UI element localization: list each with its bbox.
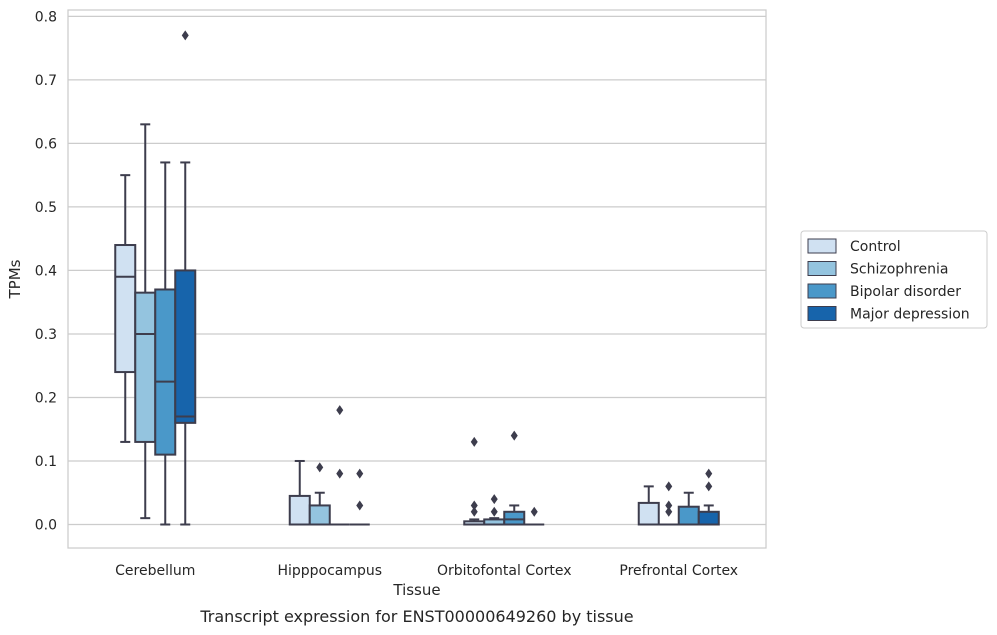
box (134, 291, 157, 443)
legend-label: Control (850, 239, 901, 255)
outlier-point (490, 506, 498, 517)
outlier-point (665, 481, 673, 492)
legend-label: Major depression (850, 307, 970, 323)
box (154, 288, 177, 456)
outlier-point (705, 481, 713, 492)
y-tick-label: 0.2 (35, 390, 57, 406)
outlier-point (510, 430, 518, 441)
box (174, 269, 197, 424)
legend-swatch (807, 306, 837, 321)
box (677, 505, 700, 526)
y-tick-label: 0.1 (35, 454, 57, 470)
outlier-point (530, 506, 538, 517)
y-axis-ticks: 0.0 0.1 0.2 0.3 0.4 0.5 0.6 0.7 0.8 (35, 9, 57, 533)
y-axis-label: TPMs (6, 259, 24, 299)
x-tick-label: Prefrontal Cortex (619, 563, 738, 579)
plot-background (68, 10, 766, 548)
outlier-point (665, 506, 673, 517)
box-3-3 (697, 468, 720, 526)
outlier-point (470, 500, 478, 511)
box-2-3 (524, 506, 545, 526)
y-tick-label: 0.0 (35, 517, 57, 533)
legend-swatch (807, 283, 837, 299)
outlier-point (336, 405, 344, 416)
box-1-2 (329, 405, 350, 526)
box-2-0 (463, 436, 486, 526)
box-0-3 (174, 30, 197, 526)
box-2-1 (483, 494, 506, 526)
y-tick-label: 0.3 (35, 327, 57, 343)
box (288, 494, 311, 526)
x-tick-label: Orbitofontal Cortex (437, 563, 572, 579)
box-groups (114, 30, 720, 526)
box (503, 510, 526, 526)
box-2-2 (503, 430, 526, 526)
legend-items: Control Schizophrenia Bipolar disorder Majo… (807, 238, 970, 323)
x-axis-label: Tissue (392, 581, 440, 599)
box (637, 501, 660, 526)
legend-swatch (807, 238, 837, 254)
legend-label: Bipolar disorder (850, 284, 961, 300)
x-tick-label: Cerebellum (115, 563, 195, 579)
legend-swatch (807, 261, 837, 276)
box-3-0 (637, 485, 660, 526)
y-tick-label: 0.8 (35, 9, 57, 25)
outlier-point (705, 468, 713, 479)
outlier-point (356, 500, 364, 511)
box (697, 510, 720, 526)
legend-label: Schizophrenia (850, 262, 948, 278)
box-3-1 (658, 481, 679, 526)
plot-frame (67, 9, 767, 549)
y-tick-label: 0.5 (35, 200, 57, 216)
outlier-point (470, 506, 478, 517)
outlier-point (181, 30, 189, 41)
legend: Control Schizophrenia Bipolar disorder Majo… (800, 230, 988, 329)
outlier-point (490, 494, 498, 505)
y-tick-label: 0.7 (35, 73, 57, 89)
y-tick-label: 0.6 (35, 136, 57, 152)
box-0-0 (114, 174, 137, 443)
box (114, 244, 137, 374)
chart-caption: Transcript expression for ENST0000064926… (199, 607, 633, 626)
x-tick-label: Hipppocampus (277, 563, 382, 579)
box-1-1 (308, 462, 331, 526)
legend-frame (800, 230, 988, 329)
outlier-point (665, 500, 673, 511)
outlier-point (336, 468, 344, 479)
y-tick-label: 0.4 (35, 263, 57, 279)
x-axis-ticks: Cerebellum Hipppocampus Orbitofontal Corte… (115, 563, 738, 579)
outlier-point (316, 462, 324, 473)
box (308, 504, 331, 526)
box-1-3 (349, 468, 370, 526)
box-1-0 (288, 459, 311, 526)
outlier-point (356, 468, 364, 479)
box-0-2 (154, 161, 177, 526)
outlier-point (470, 436, 478, 447)
